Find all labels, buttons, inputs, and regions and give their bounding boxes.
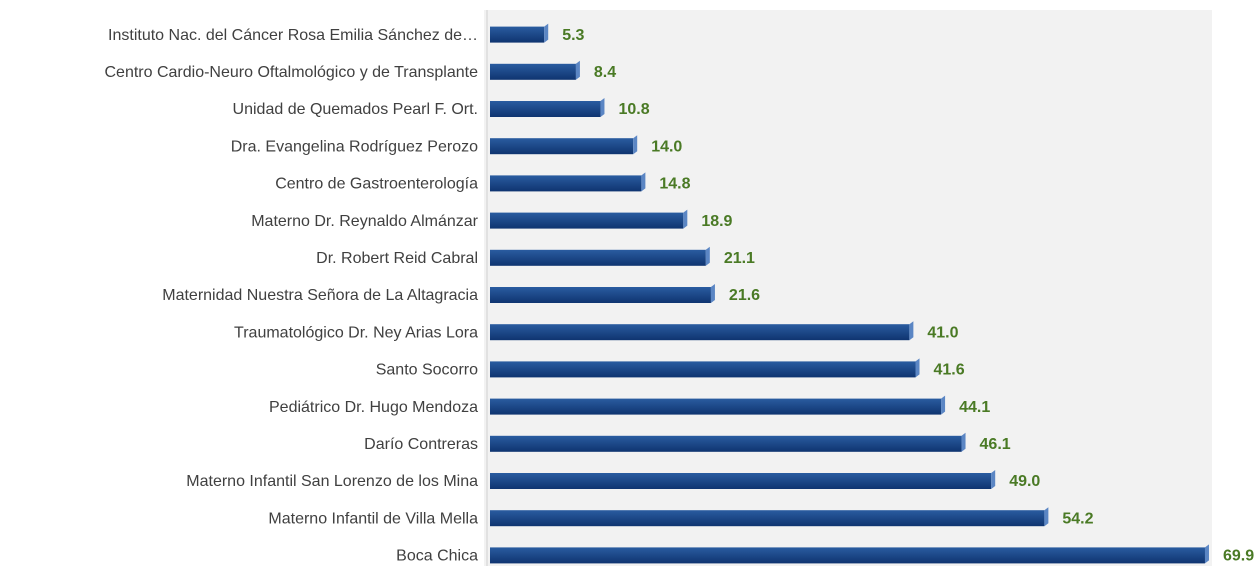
bar (490, 175, 642, 192)
bar-edge (633, 135, 638, 155)
category-label: Pediátrico Dr. Hugo Mendoza (269, 399, 478, 416)
value-label: 41.0 (927, 324, 958, 341)
bar (490, 547, 1205, 564)
value-label: 14.0 (651, 138, 682, 155)
bar-edge (961, 432, 966, 452)
category-label: Centro Cardio-Neuro Oftalmológico y de T… (104, 64, 478, 81)
bar (490, 435, 962, 452)
value-label: 5.3 (562, 27, 584, 44)
value-label: 69.9 (1223, 548, 1254, 565)
bar (490, 26, 545, 43)
value-label: 21.1 (724, 250, 755, 267)
value-label: 46.1 (980, 436, 1011, 453)
category-label: Maternidad Nuestra Señora de La Altagrac… (162, 287, 478, 304)
value-label: 49.0 (1009, 473, 1040, 490)
category-label: Dra. Evangelina Rodríguez Perozo (231, 138, 478, 155)
bar (490, 324, 910, 341)
bar (490, 473, 992, 489)
bar (490, 249, 706, 266)
category-label: Materno Dr. Reynaldo Almánzar (251, 213, 478, 230)
category-label: Materno Infantil de Villa Mella (268, 510, 478, 527)
category-label: Instituto Nac. del Cáncer Rosa Emilia Sá… (108, 27, 478, 44)
bar-edge (710, 284, 715, 303)
value-label: 21.6 (729, 287, 760, 304)
category-label: Materno Infantil San Lorenzo de los Mina (186, 473, 478, 490)
category-label: Boca Chica (396, 548, 478, 565)
bar (490, 287, 711, 303)
bar-edge (683, 209, 688, 229)
value-label: 8.4 (594, 64, 616, 81)
bar (490, 63, 576, 80)
bar (490, 138, 634, 155)
category-label: Darío Contreras (364, 436, 478, 453)
bar-edge (941, 395, 946, 415)
bar-edge (991, 470, 996, 489)
bar-edge (705, 246, 710, 266)
bar (490, 361, 916, 378)
bar-edge (915, 358, 920, 378)
bar (490, 510, 1045, 527)
category-label: Unidad de Quemados Pearl F. Ort. (233, 101, 478, 118)
bar-edge (575, 60, 580, 80)
bar-edge (1044, 507, 1049, 527)
bar (490, 398, 942, 415)
value-label: 44.1 (959, 399, 990, 416)
value-label: 41.6 (934, 362, 965, 379)
bar-edge (909, 321, 914, 341)
bar-edge (1204, 544, 1209, 564)
category-label: Traumatológico Dr. Ney Arias Lora (234, 324, 478, 341)
bar-edge (544, 23, 549, 43)
category-label: Centro de Gastroenterología (275, 176, 478, 193)
value-label: 18.9 (701, 213, 732, 230)
value-label: 14.8 (659, 176, 690, 193)
bar-edge (600, 98, 605, 117)
value-label: 54.2 (1062, 510, 1093, 527)
value-label: 10.8 (618, 101, 649, 118)
category-label: Santo Socorro (376, 362, 478, 379)
bar (490, 212, 684, 229)
bar (490, 101, 601, 117)
category-label: Dr. Robert Reid Cabral (316, 250, 478, 267)
bar-edge (641, 172, 646, 192)
